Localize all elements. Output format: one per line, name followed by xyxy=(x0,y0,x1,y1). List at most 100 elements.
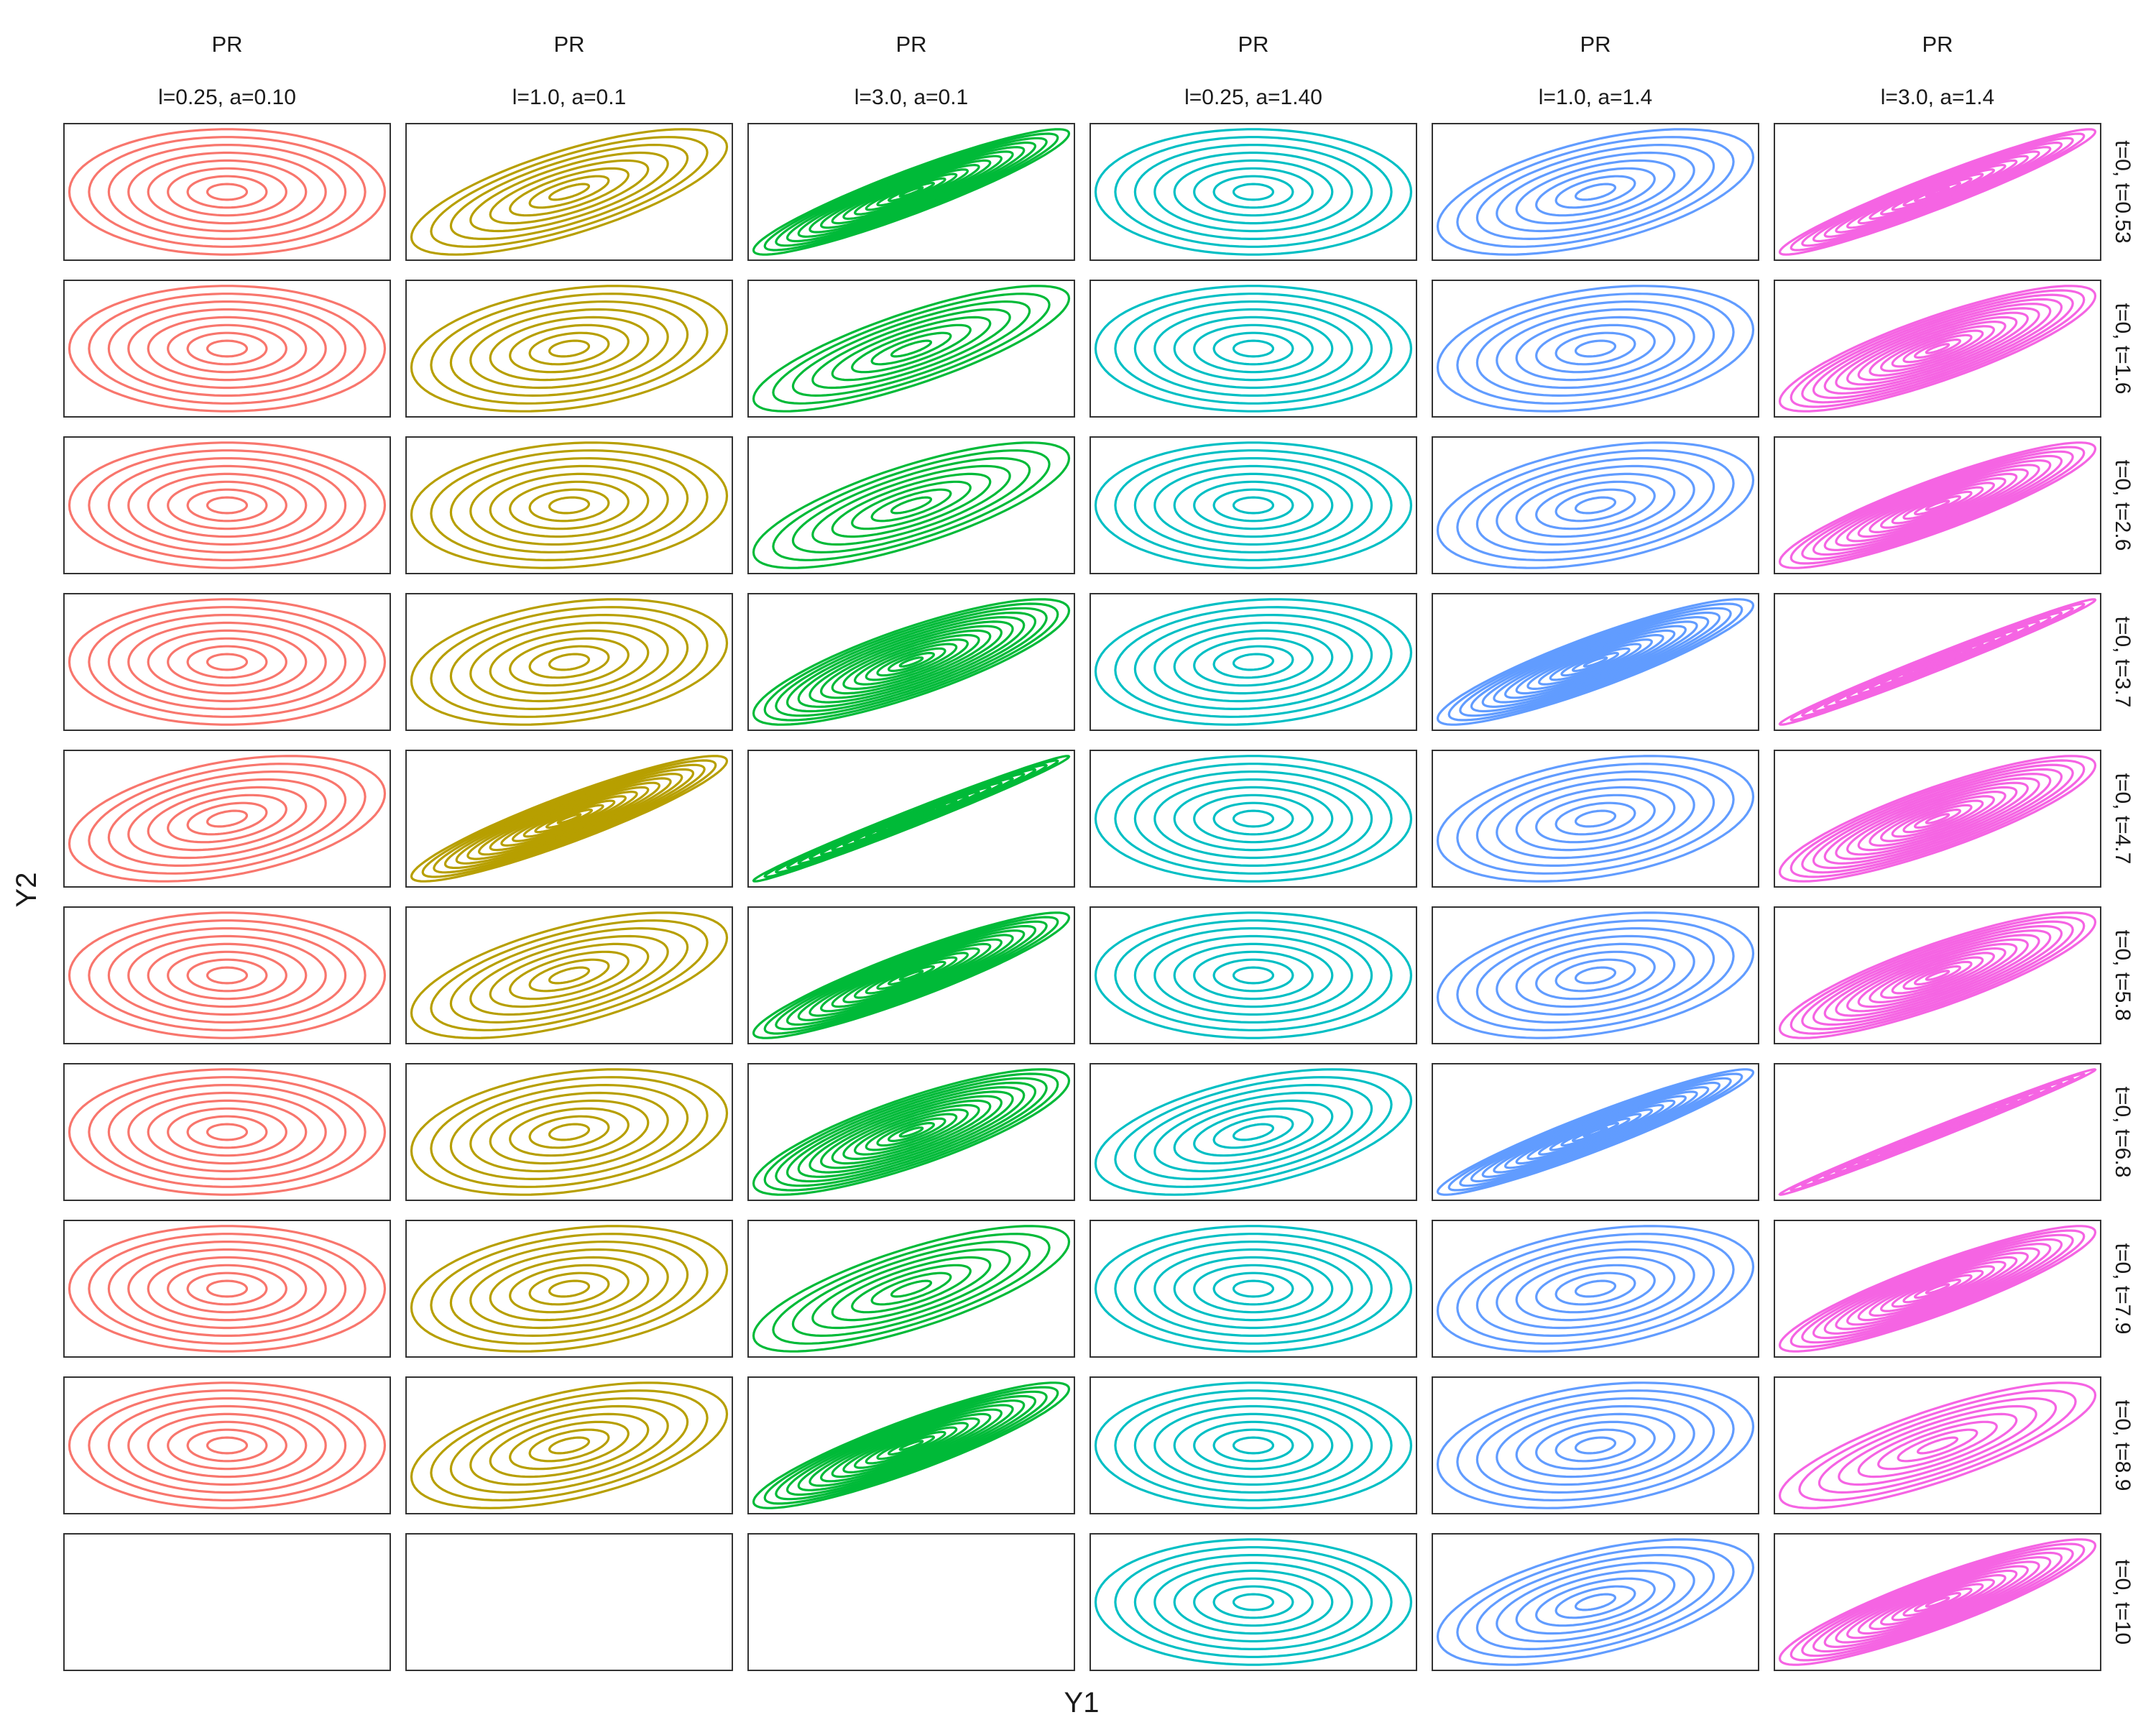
panel xyxy=(1432,436,1759,574)
contour-line xyxy=(1583,1126,1608,1138)
contour-line xyxy=(876,647,946,677)
contour-line xyxy=(887,965,936,986)
contour-line xyxy=(1515,1412,1676,1478)
panel xyxy=(63,1063,391,1201)
contour-line xyxy=(88,606,367,718)
panel-frame xyxy=(63,1533,391,1671)
contour-line xyxy=(808,934,1014,1017)
contour-line xyxy=(870,1271,952,1306)
contour-line xyxy=(1535,323,1656,374)
contour-line xyxy=(1913,808,1962,829)
panel xyxy=(1774,436,2101,574)
contour-line xyxy=(167,1107,287,1157)
contour-line xyxy=(870,331,952,366)
contour-line xyxy=(763,916,1059,1035)
panel-frame xyxy=(747,1533,1075,1671)
contour-line xyxy=(1447,1072,1743,1192)
contour-line xyxy=(797,1399,1026,1491)
panel xyxy=(405,1220,733,1358)
contour-line xyxy=(1789,759,2086,878)
contour-line xyxy=(1812,141,2063,243)
contour-line xyxy=(1133,457,1373,553)
column-title: PR xyxy=(211,32,242,57)
contour-line xyxy=(1818,1397,2058,1494)
contour-line xyxy=(1846,468,2030,543)
contour-line xyxy=(107,1241,347,1337)
contour-line xyxy=(1212,331,1294,366)
contour-line xyxy=(489,472,650,538)
contour-line xyxy=(528,645,610,679)
contour-line xyxy=(1823,1243,2052,1335)
contour-line xyxy=(410,755,729,883)
contour-line xyxy=(1778,755,2097,883)
contour-line xyxy=(1436,1381,1755,1509)
contour-line xyxy=(147,1412,308,1478)
contour-line xyxy=(1575,496,1616,515)
contour-line xyxy=(1173,1099,1334,1165)
contour-line xyxy=(763,602,1059,722)
contour-line xyxy=(1789,446,2086,565)
contour-line xyxy=(1233,1436,1274,1455)
contour-line xyxy=(1503,625,1687,699)
contour-line xyxy=(1436,128,1755,256)
contour-line xyxy=(1153,1404,1353,1486)
contour-line xyxy=(548,1123,590,1141)
contour-line xyxy=(1913,1591,1962,1613)
panel xyxy=(63,906,391,1044)
contour-line xyxy=(876,1117,946,1147)
panel-grid xyxy=(63,123,2101,1671)
contour-line xyxy=(1094,755,1413,883)
panel xyxy=(63,280,391,418)
contour-line xyxy=(127,1404,327,1486)
contour-line xyxy=(430,1389,709,1501)
contour-line xyxy=(865,956,958,995)
contour-line xyxy=(1456,919,1735,1031)
contour-line xyxy=(1902,334,1973,364)
contour-line xyxy=(1114,919,1393,1031)
contour-line xyxy=(865,643,958,681)
contour-line xyxy=(1436,911,1755,1039)
contour-line xyxy=(1496,1248,1695,1330)
row-label: t=0, t=0.53 xyxy=(2111,140,2134,243)
contour-line xyxy=(1879,325,1996,372)
contour-line xyxy=(1835,934,2040,1017)
contour-line xyxy=(186,958,268,993)
contour-line xyxy=(752,1225,1071,1353)
contour-line xyxy=(1436,1538,1755,1666)
contour-line xyxy=(1554,331,1636,366)
contour-line xyxy=(1917,1436,1958,1455)
contour-line xyxy=(831,472,992,538)
panel xyxy=(1774,123,2101,261)
contour-line xyxy=(430,293,709,405)
contour-line xyxy=(68,128,387,256)
contour-line xyxy=(1902,1274,1973,1304)
panel xyxy=(405,1533,733,1671)
panel xyxy=(63,1376,391,1514)
contour-line xyxy=(410,128,729,256)
contour-line xyxy=(1812,924,2063,1026)
contour-line xyxy=(752,755,1071,883)
panel-frame xyxy=(747,436,1075,574)
contour-line xyxy=(107,1084,347,1180)
contour-line xyxy=(1801,293,2074,404)
contour-line xyxy=(545,808,594,829)
contour-line xyxy=(865,1426,958,1465)
contour-line xyxy=(1233,339,1274,358)
panel-frame xyxy=(1432,436,1759,574)
contour-line xyxy=(534,804,604,834)
panel-frame xyxy=(1432,750,1759,888)
contour-line xyxy=(1193,480,1314,530)
panel xyxy=(63,750,391,888)
contour-line xyxy=(851,323,972,374)
column-subtitle: l=1.0, a=0.1 xyxy=(512,86,626,109)
contour-line xyxy=(1925,970,1950,981)
contour-line xyxy=(1133,300,1373,397)
contour-line xyxy=(1877,1420,1998,1471)
contour-line xyxy=(469,1091,669,1173)
contour-line xyxy=(1571,1121,1620,1143)
column-title: PR xyxy=(1580,32,1611,57)
contour-line xyxy=(1212,1271,1294,1306)
panel xyxy=(1432,123,1759,261)
contour-line xyxy=(1496,778,1695,860)
